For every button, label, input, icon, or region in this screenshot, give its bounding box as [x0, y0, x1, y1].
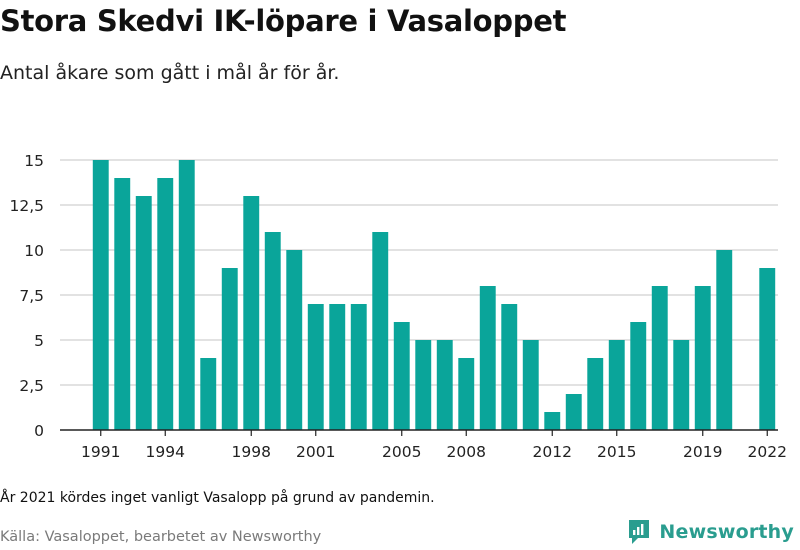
bar-chart: 0 2,5 5 7,5 10 12,5 15 1991 1994 1998 2001 2005 2008… [9, 152, 787, 461]
chart-title: Stora Skedvi IK-löpare i Vasaloppet [0, 4, 567, 38]
bar-2016 [630, 322, 647, 430]
bar-2010 [501, 304, 518, 430]
bar-2020 [716, 250, 733, 430]
chart-note: År 2021 kördes inget vanligt Vasalopp på… [0, 490, 435, 506]
bar-2001 [307, 304, 324, 430]
chart-source: Källa: Vasaloppet, bearbetet av Newswort… [0, 529, 322, 545]
bar-2019 [694, 286, 711, 430]
y-tick-label: 15 [24, 152, 44, 170]
bar-2017 [651, 286, 668, 430]
bar-2015 [608, 340, 625, 430]
bar-2014 [587, 358, 604, 430]
newsworthy-logo-icon [629, 520, 650, 544]
bar-2004 [372, 232, 389, 430]
brand-name: Newsworthy [659, 521, 794, 543]
x-tick-label: 2022 [748, 443, 787, 461]
bar-1991 [92, 160, 109, 430]
x-tick-label: 1998 [232, 443, 271, 461]
bar-1999 [264, 232, 281, 430]
bar-1994 [157, 178, 174, 430]
y-tick-label: 5 [34, 332, 44, 350]
y-tick-label: 7,5 [19, 287, 44, 305]
bar-2002 [329, 304, 346, 430]
x-tick-label: 2008 [447, 443, 486, 461]
x-tick-label: 2015 [597, 443, 636, 461]
bar-2008 [458, 358, 475, 430]
bar-2013 [565, 394, 582, 430]
bar-1996 [200, 358, 217, 430]
bar-1993 [135, 196, 152, 430]
bar-2011 [522, 340, 539, 430]
chart-subtitle: Antal åkare som gått i mål år för år. [0, 62, 340, 84]
bar-2003 [350, 304, 367, 430]
bar-1995 [178, 160, 195, 430]
x-tick-label: 2005 [382, 443, 421, 461]
x-tick-label: 2012 [533, 443, 572, 461]
y-tick-label: 10 [24, 242, 44, 260]
bar-1998 [243, 196, 260, 430]
bar-2012 [544, 412, 561, 430]
bar-2000 [286, 250, 303, 430]
y-tick-label: 2,5 [19, 377, 44, 395]
x-tick-label: 1991 [81, 443, 120, 461]
x-tick-label: 2001 [296, 443, 335, 461]
bar-2005 [393, 322, 410, 430]
bar-2018 [673, 340, 690, 430]
bar-1997 [221, 268, 238, 430]
brand-logo: Newsworthy [627, 518, 794, 546]
bar-1992 [114, 178, 131, 430]
y-tick-label: 0 [34, 422, 44, 440]
x-tick-label: 2019 [683, 443, 722, 461]
bar-2006 [415, 340, 432, 430]
bar-2009 [479, 286, 496, 430]
bar-2022 [759, 268, 776, 430]
x-tick-label: 1994 [146, 443, 185, 461]
bar-2007 [436, 340, 453, 430]
y-tick-label: 12,5 [9, 197, 44, 215]
